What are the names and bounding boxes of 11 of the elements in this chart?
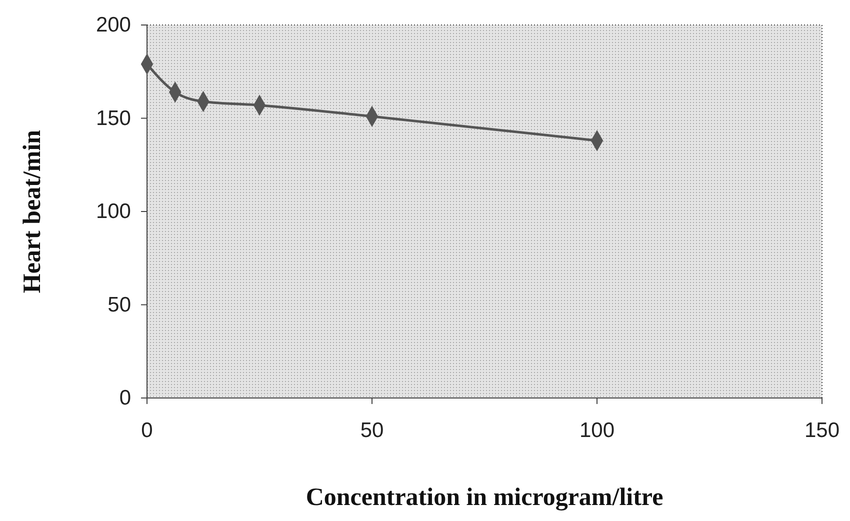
y-tick-label: 150 xyxy=(96,106,131,130)
y-tick-label: 200 xyxy=(96,14,131,37)
y-tick-label: 0 xyxy=(119,386,131,410)
x-tick-label: 0 xyxy=(141,418,153,442)
x-axis-title: Concentration in microgram/litre xyxy=(306,484,664,511)
x-tick-label: 150 xyxy=(804,418,840,442)
x-tick-label: 50 xyxy=(360,418,384,442)
y-tick-label: 50 xyxy=(108,293,131,316)
x-tick-label: 100 xyxy=(579,418,615,442)
y-axis-title: Heart beat/min xyxy=(19,130,46,294)
y-tick-label: 100 xyxy=(96,200,131,224)
